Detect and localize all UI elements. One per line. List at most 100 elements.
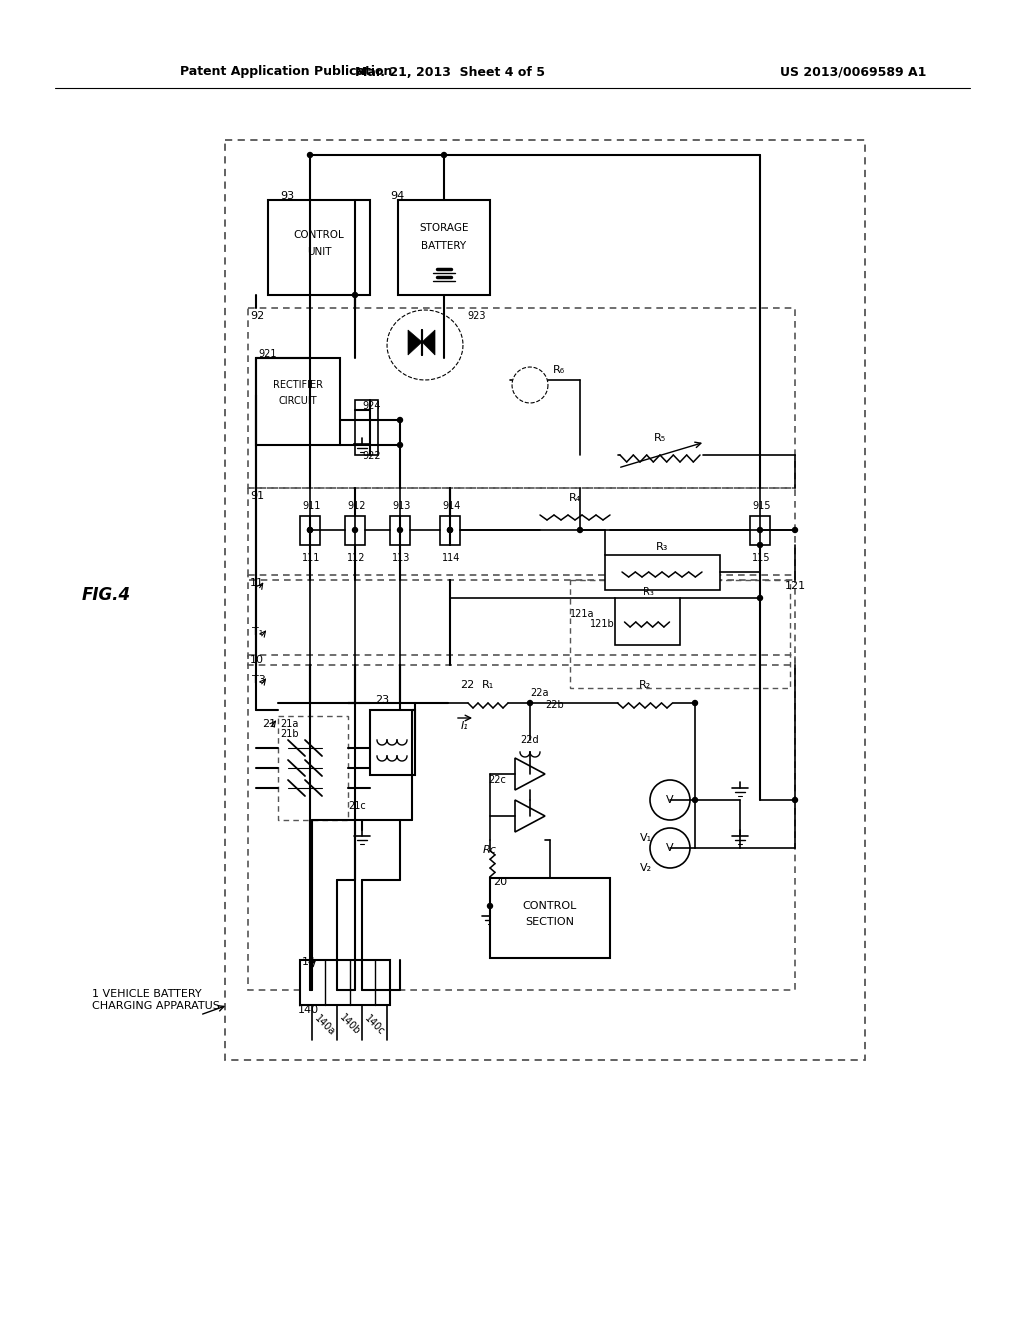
- Text: 21b: 21b: [280, 729, 299, 739]
- Circle shape: [527, 701, 532, 705]
- Text: V₂: V₂: [640, 863, 652, 873]
- Polygon shape: [345, 516, 365, 545]
- Text: T3: T3: [252, 675, 266, 685]
- Text: R₂: R₂: [639, 680, 651, 690]
- Polygon shape: [370, 710, 415, 775]
- Polygon shape: [615, 598, 680, 645]
- Polygon shape: [300, 960, 390, 1005]
- Text: 113: 113: [392, 553, 411, 564]
- Text: BATTERY: BATTERY: [422, 242, 467, 251]
- Text: V₁: V₁: [640, 833, 652, 843]
- Polygon shape: [398, 201, 490, 294]
- Circle shape: [758, 543, 763, 548]
- Circle shape: [793, 797, 798, 803]
- Text: 22a: 22a: [530, 688, 549, 698]
- Text: 115: 115: [752, 553, 770, 564]
- Text: 915: 915: [752, 502, 770, 511]
- Text: R₃: R₃: [643, 587, 653, 597]
- Text: STORAGE: STORAGE: [419, 223, 469, 234]
- Polygon shape: [390, 516, 410, 545]
- Text: 22: 22: [460, 680, 474, 690]
- Circle shape: [397, 528, 402, 532]
- Circle shape: [397, 417, 402, 422]
- Text: 21a: 21a: [280, 719, 298, 729]
- Text: R₃: R₃: [655, 543, 669, 552]
- Text: 140c: 140c: [362, 1012, 387, 1038]
- Text: UNIT: UNIT: [307, 247, 331, 257]
- Polygon shape: [422, 330, 435, 355]
- Text: 922: 922: [362, 451, 381, 461]
- Text: 22c: 22c: [488, 775, 506, 785]
- Text: R₄: R₄: [569, 492, 582, 503]
- Text: 924: 924: [362, 401, 381, 411]
- Text: 14: 14: [302, 957, 316, 968]
- Polygon shape: [256, 358, 340, 445]
- Text: I₁: I₁: [461, 721, 469, 731]
- Text: RECTIFIER: RECTIFIER: [273, 380, 323, 389]
- Text: SECTION: SECTION: [525, 917, 574, 927]
- Text: 140: 140: [298, 1005, 319, 1015]
- Polygon shape: [605, 554, 720, 590]
- Text: 121: 121: [785, 581, 806, 591]
- Text: 92: 92: [250, 312, 264, 321]
- Text: 1 VEHICLE BATTERY
CHARGING APPARATUS: 1 VEHICLE BATTERY CHARGING APPARATUS: [92, 989, 220, 1011]
- Circle shape: [352, 293, 357, 297]
- Text: Mar. 21, 2013  Sheet 4 of 5: Mar. 21, 2013 Sheet 4 of 5: [355, 66, 545, 78]
- Polygon shape: [355, 400, 378, 455]
- Text: 140a: 140a: [313, 1012, 337, 1038]
- Text: 10: 10: [250, 655, 264, 665]
- Circle shape: [758, 595, 763, 601]
- Polygon shape: [268, 201, 370, 294]
- Circle shape: [692, 701, 697, 705]
- Circle shape: [487, 903, 493, 908]
- Text: R₁: R₁: [482, 680, 495, 690]
- Text: 11: 11: [250, 578, 264, 587]
- Text: FIG.4: FIG.4: [82, 586, 131, 605]
- Text: R₆: R₆: [553, 366, 565, 375]
- Text: 913: 913: [392, 502, 411, 511]
- Text: 22d: 22d: [520, 735, 539, 744]
- Text: 91: 91: [250, 491, 264, 502]
- Circle shape: [397, 442, 402, 447]
- Circle shape: [352, 528, 357, 532]
- Text: Patent Application Publication: Patent Application Publication: [180, 66, 392, 78]
- Text: V: V: [667, 843, 674, 853]
- Circle shape: [793, 528, 798, 532]
- Polygon shape: [408, 330, 422, 355]
- Text: 114: 114: [442, 553, 461, 564]
- Text: CONTROL: CONTROL: [294, 230, 344, 240]
- Text: CONTROL: CONTROL: [523, 902, 578, 911]
- Polygon shape: [750, 516, 770, 545]
- Text: 21c: 21c: [348, 801, 366, 810]
- Text: T₁: T₁: [252, 627, 263, 638]
- Circle shape: [307, 153, 312, 157]
- Text: 140b: 140b: [338, 1012, 362, 1038]
- Text: R₅: R₅: [654, 433, 666, 444]
- Text: CIRCUIT: CIRCUIT: [279, 396, 317, 407]
- Polygon shape: [440, 516, 460, 545]
- Text: 912: 912: [347, 502, 366, 511]
- Text: 21: 21: [262, 719, 276, 729]
- Circle shape: [692, 797, 697, 803]
- Polygon shape: [300, 516, 319, 545]
- Circle shape: [447, 528, 453, 532]
- Text: 914: 914: [442, 502, 461, 511]
- Text: 94: 94: [390, 191, 404, 201]
- Text: Rc: Rc: [483, 845, 497, 855]
- Circle shape: [307, 528, 312, 532]
- Text: V: V: [667, 795, 674, 805]
- Circle shape: [441, 153, 446, 157]
- Text: US 2013/0069589 A1: US 2013/0069589 A1: [780, 66, 927, 78]
- Text: 121b: 121b: [590, 619, 614, 630]
- Text: 911: 911: [302, 502, 321, 511]
- Text: 22b: 22b: [545, 700, 564, 710]
- Text: 23: 23: [375, 696, 389, 705]
- Text: 93: 93: [280, 191, 294, 201]
- Circle shape: [578, 528, 583, 532]
- Circle shape: [758, 528, 763, 532]
- Text: 923: 923: [467, 312, 485, 321]
- Circle shape: [307, 528, 312, 532]
- Text: 20: 20: [493, 876, 507, 887]
- Text: 112: 112: [347, 553, 366, 564]
- Text: 921: 921: [258, 348, 276, 359]
